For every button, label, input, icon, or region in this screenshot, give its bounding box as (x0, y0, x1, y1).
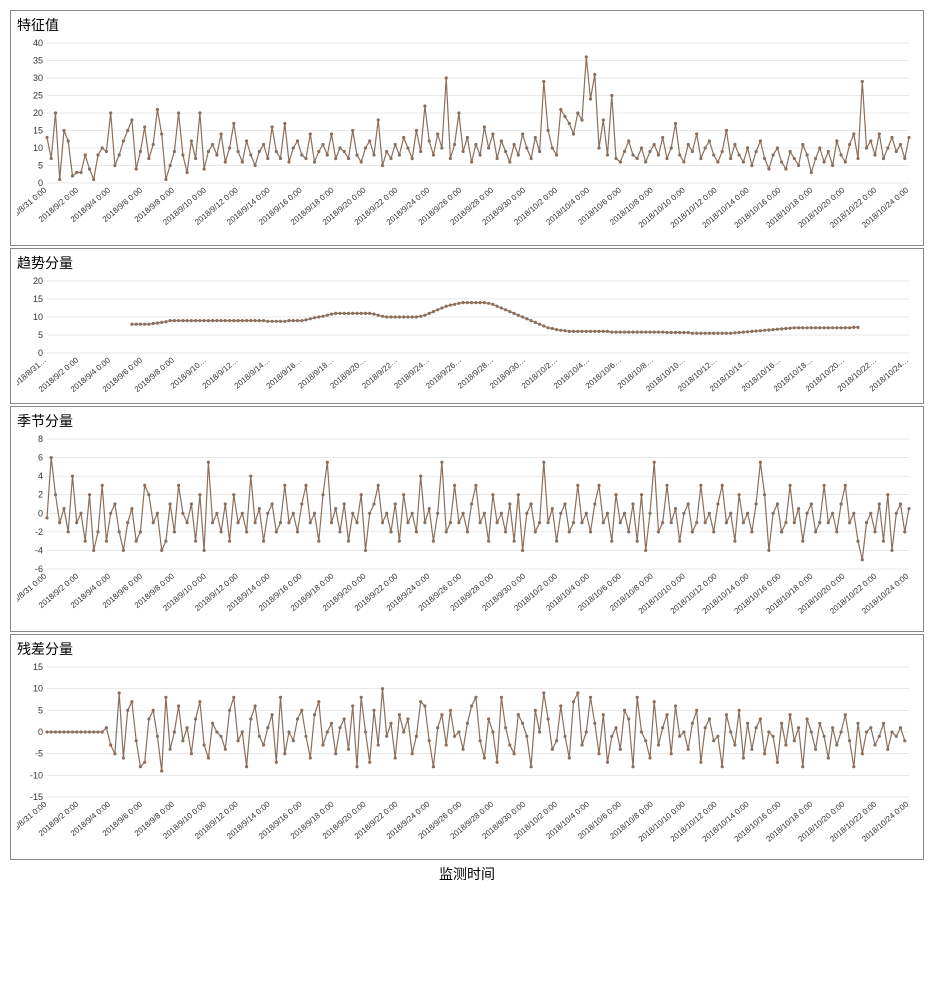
ytick-label: -5 (35, 749, 43, 759)
series-markers (130, 301, 859, 335)
ytick-label: 5 (38, 330, 43, 340)
chart-seasonal: -6-4-2024682018/8/31 0:002018/9/2 0:0020… (17, 433, 917, 629)
ytick-label: 10 (33, 143, 43, 153)
series-line (47, 57, 909, 180)
ytick-label: 0 (38, 508, 43, 518)
ytick-label: 25 (33, 91, 43, 101)
ytick-label: 8 (38, 434, 43, 444)
panel-residual: 残差分量-15-10-50510152018/8/31 0:002018/9/2… (10, 634, 924, 860)
ytick-label: 6 (38, 453, 43, 463)
ytick-label: -4 (35, 545, 43, 555)
ytick-label: 40 (33, 38, 43, 48)
ytick-label: 0 (38, 727, 43, 737)
panel-trend: 趋势分量051015202018/8/31…2018/9/2 0:002018/… (10, 248, 924, 404)
panel-seasonal: 季节分量-6-4-2024682018/8/31 0:002018/9/2 0:… (10, 406, 924, 632)
panel-title-trend: 趋势分量 (17, 253, 917, 273)
ytick-label: 15 (33, 294, 43, 304)
chart-feature: 05101520253035402018/8/31 0:002018/9/2 0… (17, 37, 917, 243)
ytick-label: 4 (38, 471, 43, 481)
chart-trend: 051015202018/8/31…2018/9/2 0:002018/9/4 … (17, 275, 917, 401)
ytick-label: 35 (33, 56, 43, 66)
ytick-label: -10 (30, 770, 43, 780)
panel-feature: 特征值05101520253035402018/8/31 0:002018/9/… (10, 10, 924, 246)
ytick-label: 5 (38, 161, 43, 171)
ytick-label: 10 (33, 684, 43, 694)
panel-title-feature: 特征值 (17, 15, 917, 35)
ytick-label: -2 (35, 527, 43, 537)
ytick-label: 15 (33, 662, 43, 672)
ytick-label: 5 (38, 705, 43, 715)
panel-title-residual: 残差分量 (17, 639, 917, 659)
series-line (132, 303, 858, 334)
ytick-label: 20 (33, 108, 43, 118)
ytick-label: 2 (38, 490, 43, 500)
ytick-label: 15 (33, 126, 43, 136)
series-line (47, 458, 909, 560)
ytick-label: 20 (33, 276, 43, 286)
chart-residual: -15-10-50510152018/8/31 0:002018/9/2 0:0… (17, 661, 917, 857)
ytick-label: 30 (33, 73, 43, 83)
panel-title-seasonal: 季节分量 (17, 411, 917, 431)
series-markers (45, 55, 910, 181)
series-line (47, 689, 905, 771)
ytick-label: 10 (33, 312, 43, 322)
x-axis-label: 监测时间 (10, 864, 924, 884)
